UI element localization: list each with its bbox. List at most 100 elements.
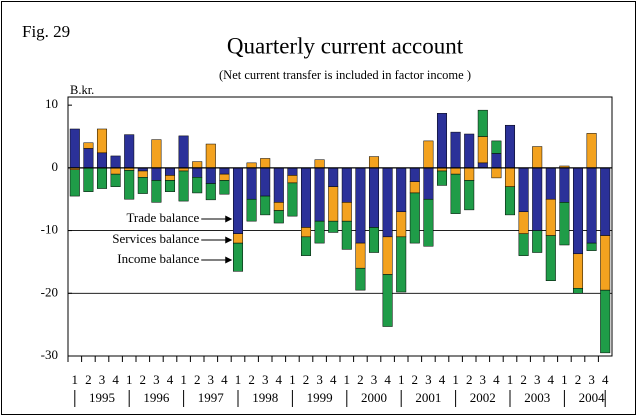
bar-segment <box>178 170 189 202</box>
x-tick-label: 2 <box>248 372 255 387</box>
x-tick-label: 2 <box>575 372 582 387</box>
bar-segment <box>572 288 584 294</box>
x-tick-label: 2 <box>303 372 310 387</box>
bar-segment <box>464 133 475 169</box>
bar-segment <box>164 167 176 176</box>
bar-segment <box>164 175 176 181</box>
bar-segment <box>110 173 121 187</box>
bar-segment <box>287 167 298 176</box>
bar-segment <box>232 242 244 272</box>
bar-segment <box>96 152 108 169</box>
bar-segment <box>219 167 230 175</box>
year-label: 2002 <box>470 390 496 405</box>
bar-segment <box>464 180 475 211</box>
bar-segment <box>423 167 434 200</box>
x-tick-label: 1 <box>344 372 351 387</box>
bar-segment <box>355 167 366 244</box>
bar-segment <box>260 167 271 197</box>
x-tick-label: 2 <box>140 372 147 387</box>
x-tick-label: 4 <box>602 372 609 387</box>
bar-segment <box>287 175 298 184</box>
x-tick-label: 3 <box>208 372 215 387</box>
arrow-head <box>225 256 233 264</box>
bar-segment <box>314 220 325 244</box>
bar-segment <box>300 167 312 228</box>
y-tick-label: -30 <box>41 347 58 362</box>
x-tick-label: 3 <box>316 372 323 387</box>
x-tick-label: 1 <box>507 372 514 387</box>
bar-segment <box>151 139 162 169</box>
bar-segment <box>232 233 244 244</box>
year-label: 2001 <box>415 390 441 405</box>
year-label: 2004 <box>579 390 606 405</box>
bar-segment <box>491 140 502 154</box>
x-tick-label: 4 <box>330 372 337 387</box>
bar-segment <box>382 236 393 275</box>
x-tick-label: 2 <box>412 372 419 387</box>
x-tick-label: 1 <box>289 372 296 387</box>
bar-segment <box>368 167 380 228</box>
bar-segment <box>436 170 448 186</box>
plot-border <box>67 96 613 357</box>
x-tick-label: 2 <box>466 372 473 387</box>
bar-segment <box>205 143 216 169</box>
bar-segment <box>110 155 121 169</box>
bar-segment <box>69 169 80 197</box>
arrow-head <box>225 215 233 223</box>
x-tick-label: 1 <box>235 372 242 387</box>
x-tick-label: 4 <box>439 372 446 387</box>
x-tick-label: 3 <box>371 372 378 387</box>
bar-segment <box>83 142 94 149</box>
bar-segment <box>423 140 434 169</box>
bar-segment <box>409 181 420 194</box>
bar-segment <box>205 183 216 201</box>
bar-segment <box>341 202 352 222</box>
bar-segment <box>355 267 366 291</box>
bar-segment <box>368 227 380 253</box>
bar-segment <box>192 167 203 178</box>
y-tick-label: 10 <box>45 96 58 111</box>
bar-segment <box>83 167 94 192</box>
bar-segment <box>600 289 611 354</box>
bar-segment <box>477 136 488 164</box>
bar-segment <box>436 113 448 169</box>
bar-segment <box>273 167 284 203</box>
bar-segment <box>559 202 570 246</box>
bar-segment <box>192 161 203 169</box>
bar-segment <box>300 236 312 256</box>
bar-segment <box>273 210 284 224</box>
year-label: 1996 <box>143 390 170 405</box>
bar-segment <box>559 167 570 203</box>
bar-segment <box>232 167 244 234</box>
bar-segment <box>586 133 597 169</box>
bar-segment <box>96 128 108 154</box>
bar-segment <box>151 180 162 203</box>
arrow-head <box>225 236 233 244</box>
bar-segment <box>219 180 230 195</box>
bar-segment <box>491 153 502 169</box>
x-tick-label: 3 <box>480 372 487 387</box>
bar-segment <box>69 128 80 169</box>
year-label: 2000 <box>361 390 387 405</box>
bar-segment <box>164 180 176 192</box>
x-tick-label: 3 <box>262 372 269 387</box>
x-tick-label: 2 <box>85 372 92 387</box>
bar-segment <box>450 173 461 214</box>
bar-segment <box>545 235 556 281</box>
bar-segment <box>423 198 434 247</box>
x-tick-label: 4 <box>548 372 555 387</box>
bar-segment <box>450 167 461 175</box>
year-label: 1995 <box>89 390 115 405</box>
bar-segment <box>205 167 216 184</box>
bar-segment <box>328 167 339 187</box>
bar-segment <box>600 167 611 236</box>
bar-segment <box>532 167 543 231</box>
bar-segment <box>178 135 189 169</box>
x-tick-label: 2 <box>194 372 201 387</box>
x-tick-label: 2 <box>520 372 527 387</box>
x-tick-label: 4 <box>384 372 391 387</box>
bar-segment <box>572 253 584 289</box>
bar-segment <box>300 227 312 238</box>
x-tick-label: 4 <box>167 372 174 387</box>
bar-segment <box>586 242 597 251</box>
